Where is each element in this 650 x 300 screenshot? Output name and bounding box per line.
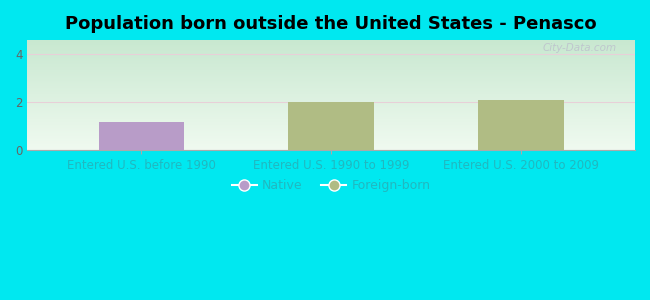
Text: City-Data.com: City-Data.com	[543, 44, 617, 53]
Bar	[478, 100, 564, 150]
Bar	[99, 122, 184, 150]
Legend: Native, Foreign-born: Native, Foreign-born	[227, 174, 436, 197]
Bar	[289, 102, 374, 150]
Title: Population born outside the United States - Penasco: Population born outside the United State…	[66, 15, 597, 33]
